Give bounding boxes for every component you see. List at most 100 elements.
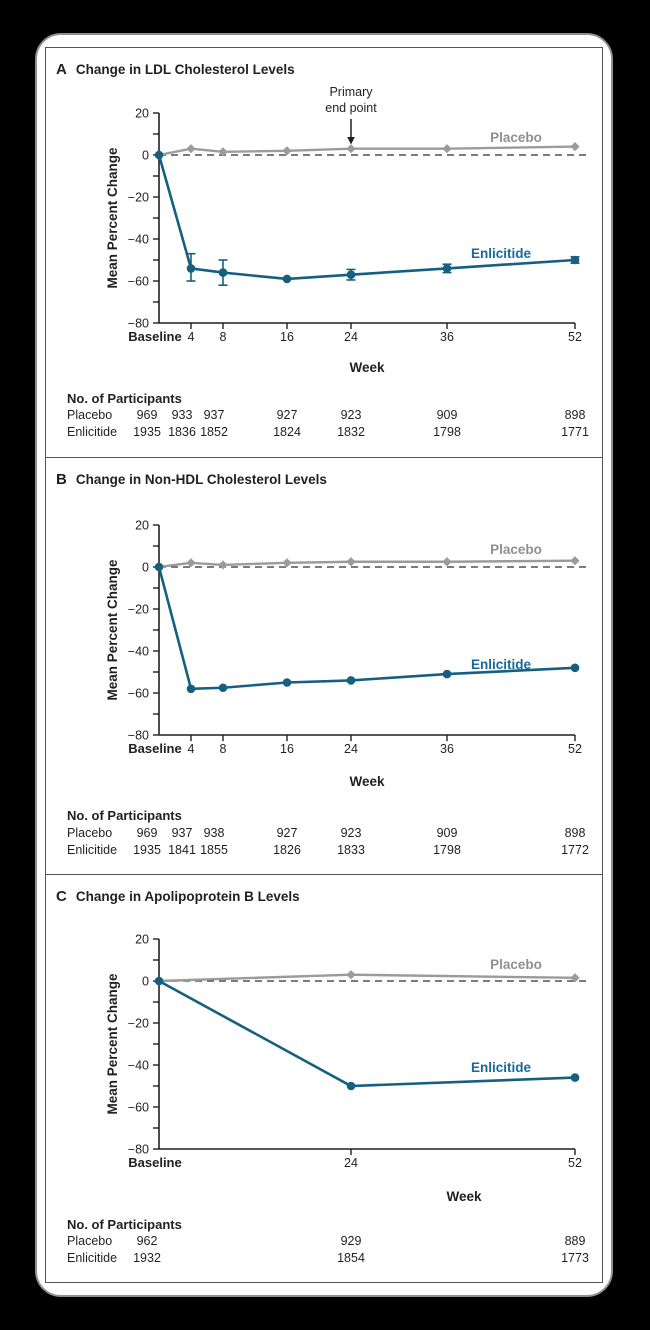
panel-c-apolipoprotein-b: C Change in Apolipoprotein B Levels 20 0 −… — [46, 874, 602, 1279]
y-tick-label: −20 — [128, 1017, 149, 1031]
enlicitide-circle-marker — [218, 268, 228, 277]
x-tick-label: 24 — [344, 1156, 358, 1170]
placebo-diamond-marker — [186, 144, 196, 154]
placebo-diamond-marker — [218, 560, 228, 570]
x-tick-label: 52 — [568, 1156, 582, 1170]
y-tick-label: −20 — [128, 191, 149, 205]
ldl-cholesterol-chart: 20 0 −20 −40 −60 −80 Baseline 4 8 16 24 36 52 Week Mea… — [46, 48, 601, 457]
placebo-series-label: Placebo — [490, 957, 542, 972]
non-hdl-cholesterol-chart: 20 0 −20 −40 −60 −80 Baseline 4 8 16 24 36 52 Week Mea… — [46, 458, 601, 874]
enlicitide-series-label: Enlicitide — [471, 1060, 532, 1075]
enlicitide-circle-marker — [154, 150, 164, 160]
y-tick-label: 20 — [135, 933, 149, 947]
x-tick-label: 4 — [188, 330, 195, 344]
y-tick-label: 20 — [135, 107, 149, 121]
annotation-text: end point — [325, 101, 377, 115]
enlicitide-circle-marker — [570, 663, 580, 673]
enlicitide-circle-marker — [346, 270, 356, 279]
y-tick-label: −80 — [128, 729, 149, 743]
x-axis-title: Week — [446, 1189, 482, 1204]
placebo-series-label: Placebo — [490, 542, 542, 557]
baseline-tick-label: Baseline — [128, 329, 181, 344]
y-tick-label: −80 — [128, 317, 149, 331]
placebo-diamond-marker — [570, 142, 580, 152]
x-tick-label: 24 — [344, 742, 358, 756]
panel-c-header: C Change in Apolipoprotein B Levels — [56, 888, 300, 905]
y-tick-label: 0 — [142, 975, 149, 989]
x-tick-label: 52 — [568, 742, 582, 756]
panel-letter: A — [56, 61, 67, 78]
x-tick-label: 4 — [188, 742, 195, 756]
x-tick-label: 36 — [440, 742, 454, 756]
placebo-diamond-marker — [218, 147, 228, 157]
panel-title: Change in Non-HDL Cholesterol Levels — [75, 472, 327, 487]
y-tick-label: 0 — [142, 149, 149, 163]
panel-b-non-hdl-cholesterol: B Change in Non-HDL Cholesterol Levels 2… — [46, 457, 602, 874]
annotation-arrow-head — [347, 137, 355, 145]
placebo-diamond-marker — [346, 557, 356, 567]
enlicitide-circle-marker — [570, 255, 580, 265]
enlicitide-circle-marker — [442, 264, 452, 273]
apolipoprotein-b-chart: 20 0 −20 −40 −60 −80 Baseline 24 52 Week Mean Perc… — [46, 875, 601, 1279]
figure-card: A Change in LDL Cholesterol Levels 20 0 −2… — [35, 33, 613, 1297]
y-tick-label: −60 — [128, 687, 149, 701]
enlicitide-circle-marker — [282, 274, 292, 284]
y-tick-label: −60 — [128, 275, 149, 289]
placebo-diamond-marker — [346, 970, 356, 980]
placebo-diamond-marker — [442, 557, 452, 567]
x-tick-label: 16 — [280, 330, 294, 344]
panel-title: Change in LDL Cholesterol Levels — [75, 62, 295, 77]
x-tick-label: 24 — [344, 330, 358, 344]
y-tick-label: −40 — [128, 233, 149, 247]
y-axis-title: Mean Percent Change — [105, 147, 120, 289]
placebo-diamond-marker — [186, 558, 196, 568]
enlicitide-circle-marker — [346, 676, 356, 685]
x-tick-label: 36 — [440, 330, 454, 344]
y-axis-title: Mean Percent Change — [105, 559, 120, 701]
placebo-diamond-marker — [282, 146, 292, 156]
y-tick-label: 0 — [142, 561, 149, 575]
panel-a-header: A Change in LDL Cholesterol Levels — [56, 61, 295, 78]
panel-title: Change in Apolipoprotein B Levels — [75, 889, 300, 904]
enlicitide-circle-marker — [186, 684, 196, 694]
baseline-tick-label: Baseline — [128, 1155, 181, 1170]
figure-border-box: A Change in LDL Cholesterol Levels 20 0 −2… — [45, 47, 603, 1283]
x-axis-title: Week — [349, 360, 385, 375]
enlicitide-circle-marker — [442, 669, 452, 679]
placebo-line — [158, 973, 576, 983]
placebo-diamond-marker — [570, 556, 580, 566]
enlicitide-circle-marker — [186, 264, 196, 273]
x-tick-label: 16 — [280, 742, 294, 756]
y-tick-label: −40 — [128, 1059, 149, 1073]
x-tick-label: 8 — [220, 742, 227, 756]
baseline-tick-label: Baseline — [128, 741, 181, 756]
y-tick-label: −60 — [128, 1101, 149, 1115]
placebo-diamond-marker — [282, 558, 292, 568]
x-tick-label: 52 — [568, 330, 582, 344]
panel-letter: B — [56, 471, 67, 488]
enlicitide-circle-marker — [218, 683, 228, 693]
placebo-diamond-marker — [346, 144, 356, 154]
enlicitide-circle-marker — [346, 1081, 356, 1091]
annotation-text: Primary — [329, 85, 373, 99]
panel-letter: C — [56, 888, 67, 905]
panel-a-ldl-cholesterol: A Change in LDL Cholesterol Levels 20 0 −2… — [46, 48, 602, 457]
placebo-diamond-marker — [442, 144, 452, 154]
enlicitide-circle-marker — [570, 1073, 580, 1082]
y-tick-label: −80 — [128, 1143, 149, 1157]
y-tick-label: −40 — [128, 645, 149, 659]
enlicitide-circle-marker — [154, 976, 164, 986]
panel-b-header: B Change in Non-HDL Cholesterol Levels — [56, 471, 327, 488]
enlicitide-circle-marker — [282, 678, 292, 687]
placebo-series-label: Placebo — [490, 130, 542, 145]
y-tick-label: −20 — [128, 603, 149, 617]
x-tick-label: 8 — [220, 330, 227, 344]
y-axis-title: Mean Percent Change — [105, 973, 120, 1115]
enlicitide-series-label: Enlicitide — [471, 246, 532, 261]
y-tick-label: 20 — [135, 519, 149, 533]
enlicitide-circle-marker — [154, 562, 164, 572]
